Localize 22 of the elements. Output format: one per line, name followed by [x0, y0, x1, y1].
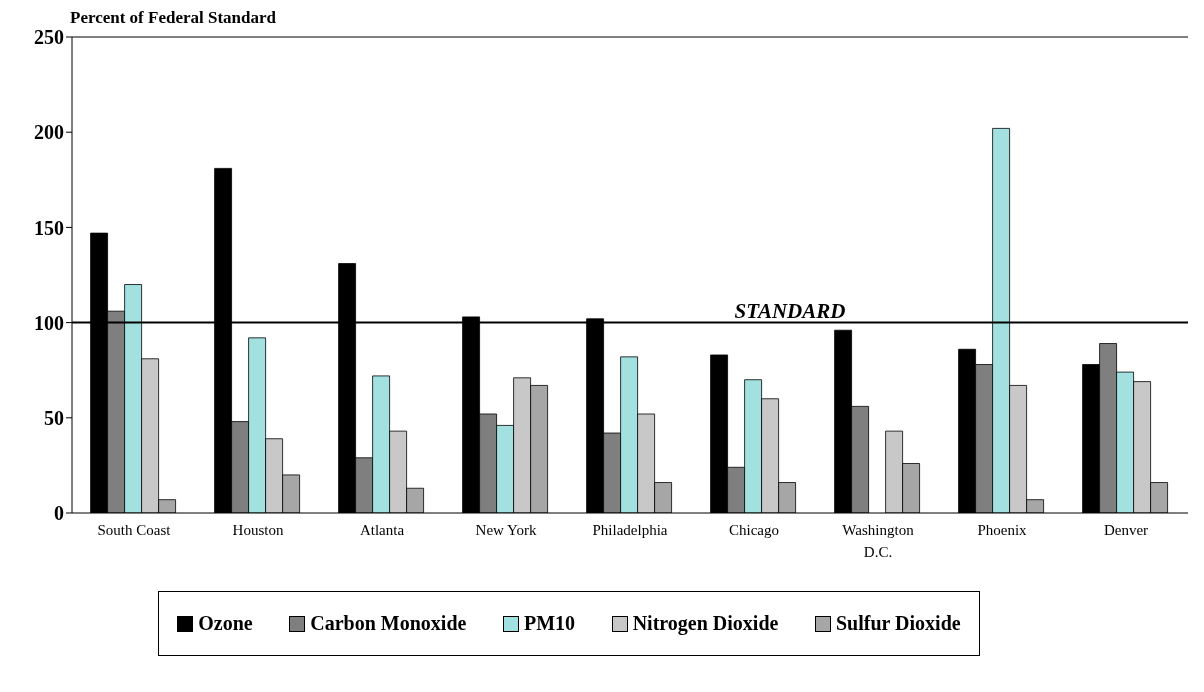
x-tick-label: Philadelphia — [592, 522, 668, 538]
x-tick-label: Atlanta — [359, 522, 405, 538]
x-tick-label: New York — [475, 522, 537, 538]
legend-label: Nitrogen Dioxide — [631, 612, 779, 635]
legend-label: Sulfur Dioxide — [835, 612, 961, 635]
legend-label: Carbon Monoxide — [309, 612, 467, 635]
y-tick-label: 250 — [34, 26, 64, 49]
legend-label: Ozone — [197, 612, 253, 635]
y-tick-label: 0 — [54, 502, 64, 525]
x-tick-label: Houston — [232, 522, 284, 538]
y-tick-label: 200 — [34, 121, 64, 144]
ref-line-label: STANDARD — [734, 298, 846, 323]
legend-label: PM10 — [523, 612, 576, 635]
chart-title: Percent of Federal Standard — [70, 8, 277, 28]
x-tick-label: Chicago — [729, 522, 779, 538]
x-tick-label: Washington D.C. — [842, 522, 915, 560]
x-tick-label: South Coast — [97, 522, 172, 538]
x-tick-label: Denver — [1103, 522, 1149, 538]
x-tick-label: Phoenix — [977, 522, 1028, 538]
y-tick-label: 150 — [34, 216, 64, 239]
y-tick-label: 50 — [44, 406, 64, 429]
y-tick-label: 100 — [34, 311, 64, 334]
